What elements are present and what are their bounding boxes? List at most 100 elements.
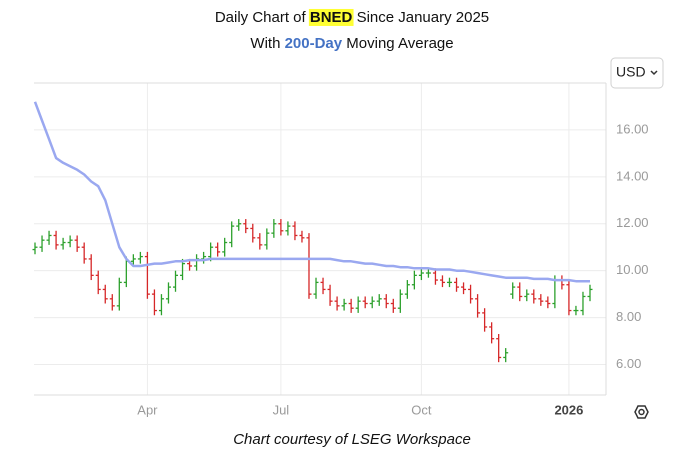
ohlc-bar [46, 230, 52, 245]
currency-button[interactable]: USD [610, 57, 664, 89]
ohlc-bar [369, 296, 375, 309]
ohlc-bar [566, 280, 572, 316]
ohlc-bar [397, 289, 403, 313]
ohlc-bar [151, 289, 157, 316]
ohlc-bar [432, 268, 438, 285]
ohlc-bar [580, 291, 586, 316]
chart-title: Daily Chart of BNED Since January 2025 [215, 9, 489, 26]
footer: Chart courtesy of LSEG Workspace [233, 431, 471, 448]
ohlc-bar [390, 298, 396, 313]
ohlc-bar [74, 235, 80, 252]
ohlc-bar [425, 268, 431, 278]
ohlc-bar [482, 308, 488, 332]
ohlc-bar [376, 294, 382, 306]
ohlc-bar [559, 275, 565, 290]
x-tick-label: 2026 [554, 402, 583, 417]
ohlc-bar [489, 322, 495, 344]
ohlc-bar [496, 334, 502, 363]
ohlc-bar [243, 219, 249, 234]
ohlc-bar [475, 294, 481, 318]
ohlc-bar [109, 294, 115, 311]
ohlc-bar [320, 277, 326, 295]
ohlc-bar [538, 294, 544, 306]
y-tick-label: 10.00 [616, 262, 649, 277]
moving-average [33, 101, 590, 283]
ohlc-bar [545, 296, 551, 309]
ohlc-bar [383, 294, 389, 309]
ohlc-bar [292, 221, 298, 241]
ohlc-bar [461, 282, 467, 295]
x-tick-label: Apr [137, 402, 158, 417]
ohlc-bar [587, 284, 593, 302]
ohlc-bar [60, 237, 66, 250]
ohlc-bar [271, 219, 277, 238]
ticker-highlight [308, 8, 354, 26]
chart-subtitle: With 200-Day Moving Average [250, 35, 453, 52]
title-text: Daily Chart of [215, 9, 307, 26]
ticker: BNED [310, 9, 353, 26]
ohlc-bar [334, 296, 340, 311]
ohlc-bar [222, 237, 228, 257]
y-tick-label: 6.00 [616, 356, 641, 371]
ohlc-bar [446, 277, 452, 288]
x-tick-label: Oct [411, 402, 432, 417]
ohlc-bar [130, 254, 136, 266]
ohlc-bar [285, 221, 291, 236]
ohlc-bar [95, 270, 101, 295]
subtitle-text: With [250, 35, 280, 52]
ohlc-bar [257, 233, 263, 250]
ohlc-bar [81, 242, 87, 264]
ohlc-bar [229, 221, 235, 248]
ohlc-bar [306, 233, 312, 299]
ohlc-bar [53, 230, 59, 250]
ohlc-bar [468, 284, 474, 304]
ohlc-bar [524, 289, 530, 302]
ohlc-bar [215, 242, 221, 257]
price-bars [32, 219, 593, 363]
ohlc-bar [404, 280, 410, 299]
ohlc-bar [137, 251, 143, 264]
ohlc-bar [194, 254, 200, 271]
ohlc-bar [418, 268, 424, 281]
ohlc-bar [264, 228, 270, 250]
y-tick-label: 14.00 [616, 168, 649, 183]
ohlc-bar [278, 219, 284, 236]
button-frame[interactable] [610, 57, 664, 89]
ohlc-bar [341, 298, 347, 311]
ohlc-bar [313, 277, 319, 299]
ohlc-bar [411, 270, 417, 290]
ohlc-bar [173, 270, 179, 292]
grid [34, 83, 606, 395]
ohlc-bar [67, 235, 73, 248]
ohlc-bar [362, 296, 368, 309]
ohlc-bar [144, 251, 150, 299]
title-text: Since January 2025 [357, 9, 490, 26]
ohlc-bar [454, 277, 460, 292]
ohlc-bar [573, 305, 579, 316]
ohlc-bar [250, 223, 256, 243]
settings-icon-center[interactable] [638, 408, 645, 416]
button-label[interactable]: USD [616, 64, 646, 80]
ohlc-bar [503, 348, 509, 363]
settings-button[interactable] [634, 405, 649, 419]
ohlc-bar [531, 289, 537, 304]
ohlc-bar [88, 254, 94, 281]
settings-icon[interactable] [634, 405, 649, 419]
ohlc-bar [439, 275, 445, 288]
ohlc-bar [201, 251, 207, 264]
ohlc-bar [165, 282, 171, 304]
subtitle-text: Moving Average [346, 35, 453, 52]
ohlc-bar [299, 230, 305, 243]
subtitle-highlight: 200-Day [285, 35, 343, 52]
ohlc-bar [39, 235, 45, 252]
y-tick-label: 8.00 [616, 309, 641, 324]
ohlc-bar [355, 296, 361, 313]
x-tick-label: Jul [273, 402, 290, 417]
dropdown-caret[interactable] [650, 70, 658, 76]
ohlc-bar [116, 277, 122, 311]
ohlc-bar [158, 294, 164, 316]
ohlc-bar [102, 284, 108, 304]
ohlc-bar [517, 282, 523, 302]
y-tick-label: 16.00 [616, 121, 649, 136]
